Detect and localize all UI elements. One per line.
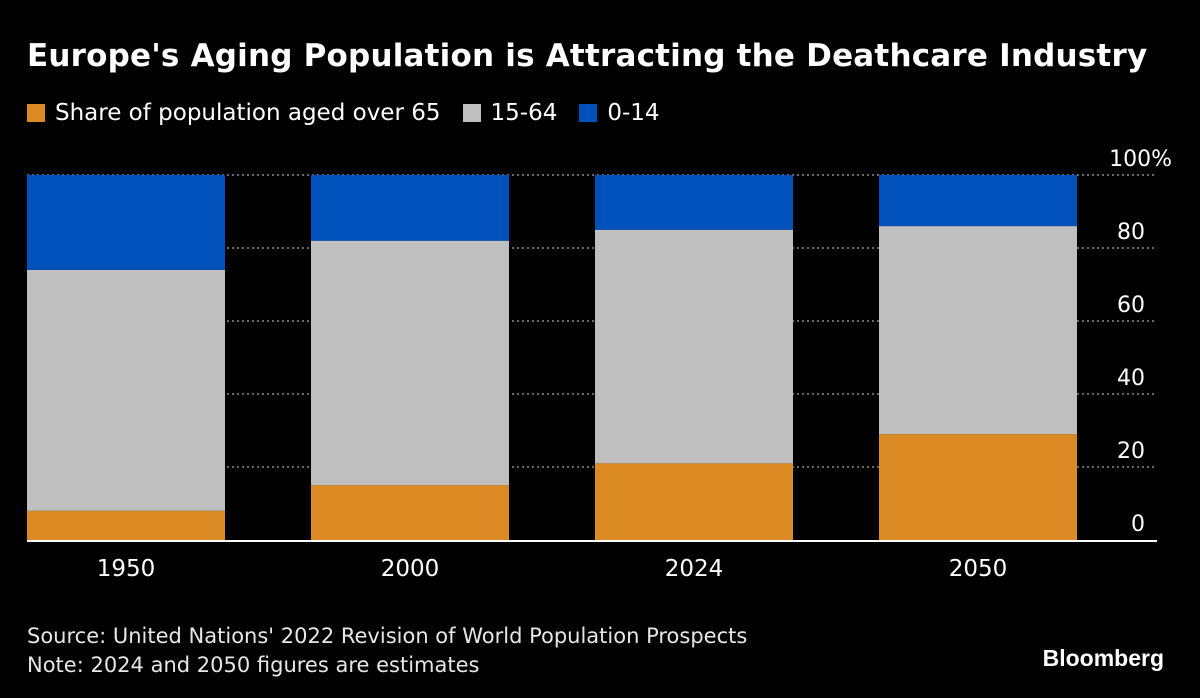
legend-label: 15-64 (490, 100, 558, 126)
y-tick-label: 0 (1131, 512, 1145, 537)
bar-segment (879, 434, 1077, 540)
legend-swatch (27, 104, 45, 122)
bar-segment (27, 269, 225, 511)
note-text: Note: 2024 and 2050 figures are estimate… (27, 653, 480, 677)
bloomberg-logo: Bloomberg (1042, 645, 1164, 671)
chart-title: Europe's Aging Population is Attracting … (27, 38, 1148, 74)
y-tick-label: 100% (1109, 147, 1172, 172)
x-tick-label: 2000 (381, 556, 440, 582)
legend-swatch (579, 104, 598, 122)
x-tick-label: 2050 (949, 556, 1008, 582)
bar-segment (595, 463, 793, 540)
x-tick-label: 1950 (97, 556, 156, 582)
source-text: Source: United Nations' 2022 Revision of… (27, 624, 748, 648)
legend-label: 0-14 (607, 100, 660, 126)
legend-label: Share of population aged over 65 (55, 100, 441, 126)
y-tick-label: 80 (1117, 220, 1145, 245)
bar-segment (311, 240, 509, 486)
legend-item-over-65: Share of population aged over 65 (27, 100, 441, 126)
bar-segment (311, 175, 509, 241)
bar-segment (879, 175, 1077, 227)
y-tick-label: 20 (1117, 439, 1145, 464)
bar-segment (27, 175, 225, 270)
x-tick-label: 2024 (665, 556, 724, 582)
bar-segment (311, 485, 509, 540)
y-tick-label: 60 (1117, 293, 1145, 318)
y-tick-label: 40 (1117, 366, 1145, 391)
bar-segment (595, 175, 793, 230)
bar-segment (879, 226, 1077, 435)
legend-item-0-14: 0-14 (579, 100, 660, 126)
bar-segment (595, 229, 793, 464)
footer-notes: Source: United Nations' 2022 Revision of… (27, 622, 747, 680)
legend: Share of population aged over 65 15-64 0… (27, 100, 682, 126)
legend-item-15-64: 15-64 (462, 100, 558, 126)
legend-swatch (462, 104, 481, 122)
bar-segment (27, 510, 225, 540)
